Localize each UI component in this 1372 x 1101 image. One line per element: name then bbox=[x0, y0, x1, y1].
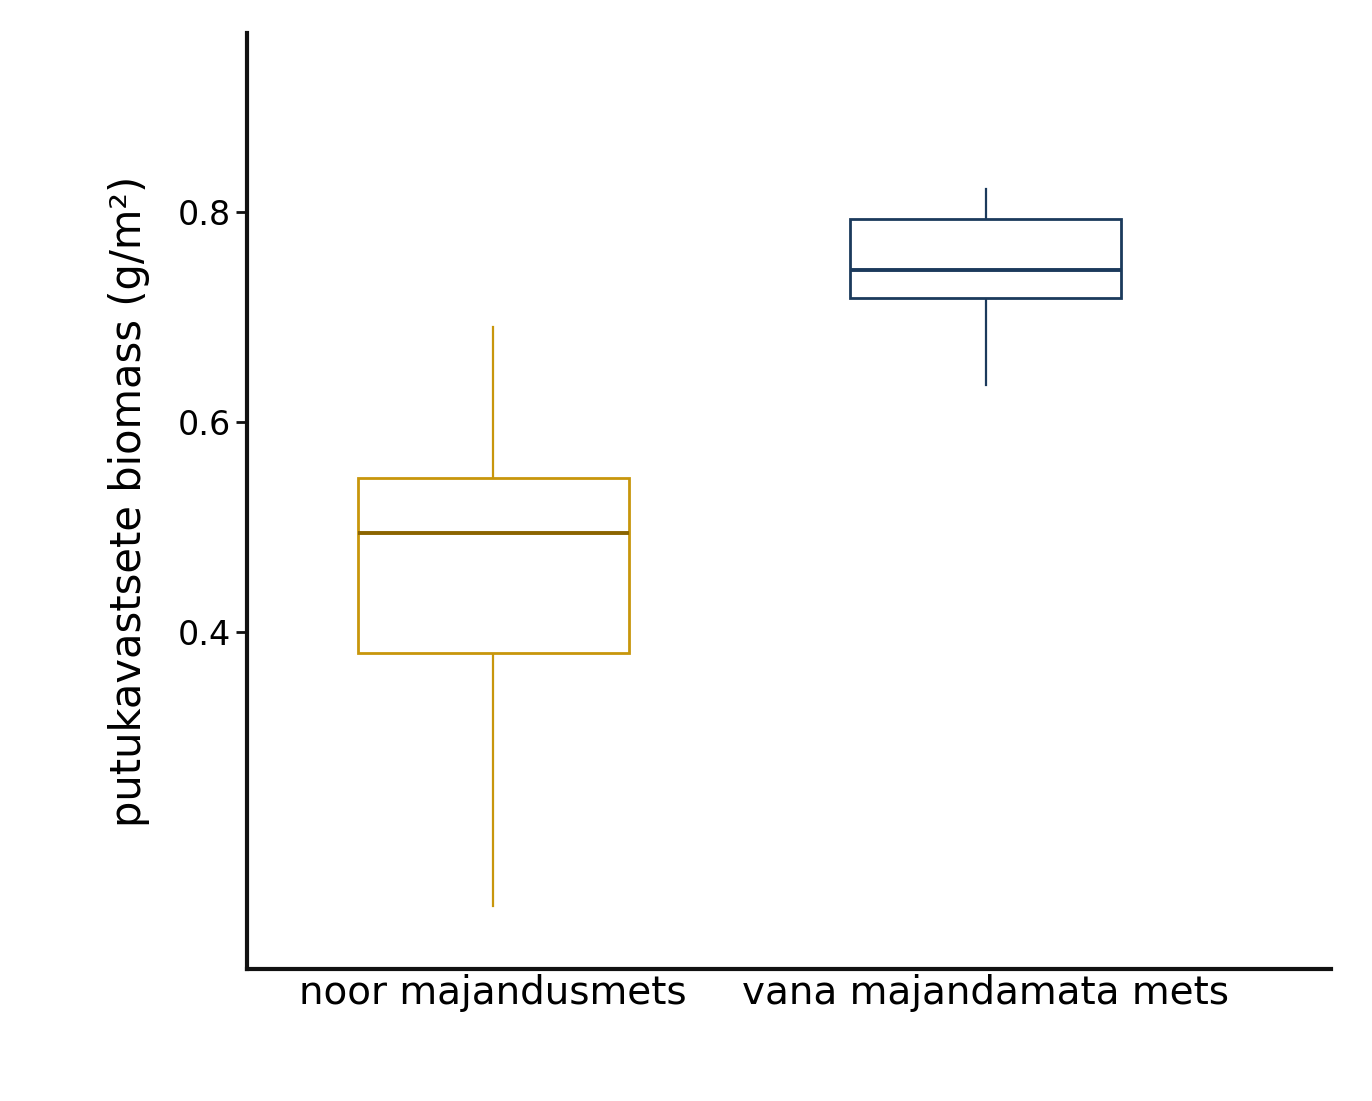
Bar bbox=[851, 219, 1121, 298]
Bar bbox=[358, 478, 628, 653]
Y-axis label: putukavastsete biomass (g/m²): putukavastsete biomass (g/m²) bbox=[108, 175, 150, 827]
